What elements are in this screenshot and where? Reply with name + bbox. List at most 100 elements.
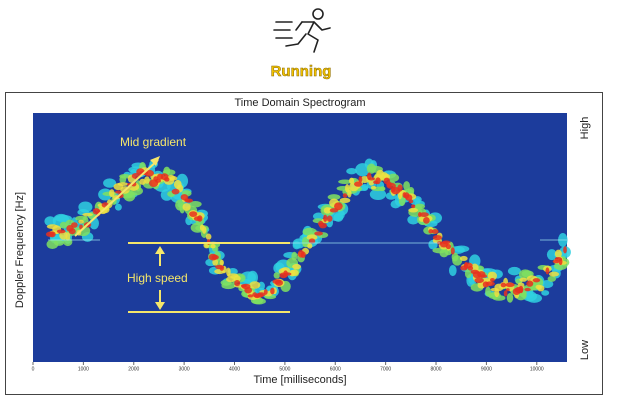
spectrogram-blob [182,203,191,211]
x-tick-label: 10000 [530,366,544,372]
spectrogram-blob [314,231,323,236]
spectrogram-blob [270,287,275,295]
spectrogram-blob [507,266,521,276]
spectrogram-blob [367,177,376,181]
spectrogram-blob [307,243,313,249]
spectrogram-blob [68,228,76,235]
spectrogram-blob [263,289,268,295]
spectrogram-blob [519,277,528,282]
spectrogram-blob [524,287,531,292]
spectrogram-blob [334,202,343,211]
x-tick-label: 4000 [229,366,240,372]
y-axis-label: Doppler Frequency [Hz] [14,192,26,308]
x-tick-label: 6000 [330,366,341,372]
spectrogram-blob [78,219,84,224]
spectrogram-blob [53,239,65,246]
spectrogram-blob [326,215,333,222]
spectrogram-blob [379,186,386,192]
spectrogram-blob [312,212,325,220]
y-high-label: High [579,117,591,140]
spectrogram-blob [358,176,363,183]
spectrogram-blob [318,223,328,229]
spectrogram-blob [234,279,241,287]
spectrogram-blob [212,258,219,266]
spectrogram-blob [249,281,261,289]
spectrogram-blob [257,292,266,297]
x-tick-label: 1000 [78,366,89,372]
spectrogram-blob [103,178,117,188]
spectrogram-blob [541,280,554,289]
spectrogram-blob [563,246,567,254]
spectrogram-blob [219,266,224,271]
x-tick-label: 0 [32,366,35,372]
spectrogram-blob [339,197,351,204]
spectrogram-blob [233,275,241,283]
spectrogram-blob [274,279,284,286]
spectrogram-blob [518,285,524,294]
spectrogram-blob [407,186,415,195]
x-tick-label: 8000 [430,366,441,372]
spectrogram-blob [441,240,451,245]
spectrogram-blob [448,264,457,277]
spectrogram-blob [347,189,352,198]
spectrogram-blob [306,234,318,241]
spectrogram-blob [431,229,439,234]
spectrogram-blob [532,278,541,283]
spectrogram-blob [354,181,363,187]
spectrogram-blob [244,287,253,294]
spectrogram-blob [82,212,93,217]
spectrogram-blob [205,233,212,240]
x-axis-label: Time [milliseconds] [253,374,346,386]
spectrogram-blob [526,280,534,287]
x-tick-label: 5000 [279,366,290,372]
spectrogram-blob [346,168,357,175]
spectrogram-blob [369,188,387,201]
spectrogram-blob [184,198,193,203]
spectrogram-blob [407,215,420,225]
spectrogram-blob [474,277,484,283]
spectrogram-blob [78,201,93,213]
spectrogram-blob [487,271,497,281]
spectrogram-blob [290,269,299,276]
spectrogram-blob [144,176,150,184]
spectrogram-blob [452,255,463,266]
spectrogram-blob [408,199,414,204]
chart-title: Time Domain Spectrogram [234,97,365,109]
annotation-high-speed: High speed [127,271,188,285]
spectrogram-blob [225,276,236,283]
spectrogram-blob [505,288,510,292]
spectrogram-blob [44,216,56,227]
spectrogram-blob [65,232,71,241]
spectrogram-blob [56,229,66,234]
spectrogram-blob [545,267,550,275]
spectrogram-trace [44,158,571,305]
spectrogram-blob [541,290,550,296]
spectrogram-blob [117,182,129,186]
spectrogram-blob [211,254,219,260]
spectrogram-blob [247,270,258,285]
running-icon [273,8,331,53]
spectrogram-blob [189,200,202,208]
spectrogram-blob [492,295,506,301]
spectrogram-blob [408,207,419,213]
spectrogram-blob [547,275,557,282]
spectrogram-blob [327,194,341,200]
spectrogram-blob [342,193,348,198]
spectrogram-blob [537,285,545,292]
spectrogram-blob [292,263,302,270]
spectrogram-blob [368,178,375,186]
spectrogram-blob [79,224,83,230]
spectrogram-blob [338,179,352,185]
spectrogram-blob [284,272,292,276]
spectrogram-blob [558,258,563,266]
spectrogram-blob [247,294,254,298]
spectrogram-blob [219,259,224,266]
spectrogram-blob [450,247,455,255]
spectrogram-blob [526,293,543,303]
spectrogram-blob [546,249,557,261]
spectrogram-blob [49,231,56,238]
spectrogram-blob [428,229,434,234]
spectrogram-blob [171,188,180,195]
y-low-label: Low [579,340,591,360]
spectrogram-blob [423,216,430,224]
